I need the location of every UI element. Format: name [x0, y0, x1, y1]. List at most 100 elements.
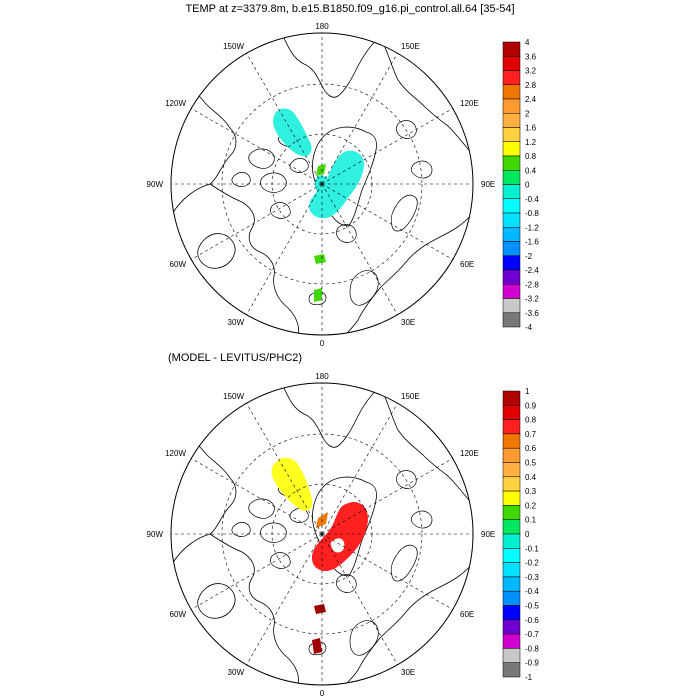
bottom-colorbar-tick-label: -0.3 [525, 573, 539, 582]
bottom-colorbar-swatch [502, 619, 521, 635]
bottom-label-120e: 120E [460, 449, 479, 458]
top-colorbar-swatch [502, 212, 521, 228]
top-colorbar-swatch [502, 155, 521, 171]
top-colorbar-swatch [502, 241, 521, 256]
top-colorbar-tick-label: -1.2 [525, 223, 539, 232]
top-label-90w: 90W [147, 180, 164, 189]
bottom-darkred-patch-1 [314, 604, 326, 614]
bottom-colorbar-swatch [502, 648, 521, 663]
bottom-colorbar-tick-label: 0.8 [525, 416, 537, 425]
bottom-colorbar-tick-label: -0.8 [525, 644, 539, 653]
bottom-colorbar-swatch [502, 390, 521, 406]
top-colorbar-swatch [502, 113, 521, 128]
bottom-polar-map: 180 150E 120E 90E 60E 30E 0 30W 60W 90W … [147, 372, 496, 698]
top-colorbar-tick-label: -0.8 [525, 209, 539, 218]
top-field-shading [273, 108, 364, 302]
difference-plot-title: (MODEL - LEVITUS/PHC2) [168, 352, 303, 364]
top-colorbar-tick-label: 3.2 [525, 67, 537, 76]
top-colorbar-tick-label: -4 [525, 323, 533, 332]
bottom-colorbar-swatch [502, 490, 521, 506]
bottom-colorbar-tick-label: -0.4 [525, 587, 539, 596]
top-colorbar-swatch [502, 98, 521, 114]
top-green-patch-3 [314, 288, 322, 302]
top-colorbar-tick-label: -2.4 [525, 266, 539, 275]
bottom-label-180: 180 [315, 372, 329, 381]
top-colorbar-tick-label: 4 [525, 38, 530, 47]
bottom-colorbar-tick-label: -0.7 [525, 630, 539, 639]
top-colorbar-tick-label: -2.8 [525, 280, 539, 289]
bottom-colorbar-tick-label: 0 [525, 530, 530, 539]
bottom-map-border [170, 382, 474, 686]
top-label-120e: 120E [460, 99, 479, 108]
bottom-red-patch-hole [330, 538, 345, 553]
top-colorbar-swatch [502, 298, 521, 313]
top-colorbar-tick-label: 1.6 [525, 124, 537, 133]
bottom-colorbar-tick-label: 0.3 [525, 487, 537, 496]
top-colorbar-tick-label: -0.4 [525, 195, 539, 204]
top-green-patch-2 [314, 254, 326, 264]
top-map-contents [171, 33, 473, 335]
top-colorbar-tick-label: 1.2 [525, 138, 537, 147]
bottom-field-shading [271, 457, 368, 654]
bottom-colorbar-tick-label: 0.9 [525, 401, 537, 410]
top-colorbar: 4 3.6 3.2 2.8 2.4 2 1.6 1.2 0.8 0.4 0 -0.4 -0.8 -1.2 -… [502, 38, 539, 332]
bottom-colorbar-tick-label: 1 [525, 387, 530, 396]
bottom-colorbar-tick-label: 0.5 [525, 459, 537, 468]
bottom-yellow-patch [271, 457, 313, 511]
top-colorbar-tick-label: -3.2 [525, 295, 539, 304]
bottom-colorbar-swatch [502, 519, 521, 535]
bottom-label-150e: 150E [401, 392, 420, 401]
top-colorbar-swatch [502, 41, 521, 57]
top-cyan-patch-west [273, 108, 312, 157]
bottom-label-30e: 30E [401, 668, 415, 677]
bottom-colorbar-tick-label: -0.1 [525, 544, 539, 553]
top-label-150w: 150W [223, 42, 244, 51]
bottom-graticule [171, 383, 473, 685]
top-label-90e: 90E [481, 180, 495, 189]
top-colorbar-swatch [502, 227, 521, 242]
bottom-colorbar-swatch [502, 433, 521, 449]
bottom-colorbar-tick-label: -0.5 [525, 602, 539, 611]
top-label-150e: 150E [401, 42, 420, 51]
bottom-colorbar-tick-label: -1 [525, 673, 533, 682]
top-label-0: 0 [320, 339, 325, 348]
top-colorbar-swatch [502, 269, 521, 285]
top-colorbar-swatch [502, 127, 521, 142]
bottom-colorbar-tick-label: -0.6 [525, 616, 539, 625]
top-colorbar-tick-label: 2.4 [525, 95, 537, 104]
bottom-colorbar-swatch [502, 605, 521, 621]
bottom-map-contents [171, 383, 473, 685]
bottom-colorbar-swatch [502, 662, 521, 678]
top-label-60w: 60W [170, 260, 187, 269]
top-green-patch-1 [316, 164, 326, 176]
top-colorbar-tick-label: -2 [525, 252, 533, 261]
bottom-colorbar-tick-label: -0.9 [525, 659, 539, 668]
top-map-border [170, 32, 474, 336]
bottom-colorbar: 1 0.9 0.8 0.7 0.6 0.5 0.4 0.3 0.2 0.1 0 -0.1 -0.2 -0.… [502, 387, 539, 682]
bottom-colorbar-tick-label: 0.7 [525, 430, 537, 439]
top-colorbar-tick-label: 2 [525, 109, 530, 118]
top-colorbar-tick-label: 0.8 [525, 152, 537, 161]
bottom-label-150w: 150W [223, 392, 244, 401]
top-colorbar-swatch [502, 84, 521, 100]
bottom-colorbar-swatch [502, 590, 521, 606]
bottom-colorbar-swatch [502, 505, 521, 520]
top-colorbar-swatch [502, 184, 521, 199]
bottom-label-0: 0 [320, 689, 325, 698]
top-graticule [171, 33, 473, 335]
bottom-colorbar-tick-label: -0.2 [525, 559, 539, 568]
top-colorbar-swatch [502, 170, 521, 185]
bottom-colorbar-swatch [502, 562, 521, 578]
bottom-label-60e: 60E [460, 610, 474, 619]
top-label-180: 180 [315, 22, 329, 31]
top-label-120w: 120W [165, 99, 186, 108]
bottom-colorbar-swatch [502, 548, 521, 563]
plot-title: TEMP at z=3379.8m, b.e15.B1850.f09_g16.p… [185, 3, 515, 15]
top-colorbar-tick-label: -3.6 [525, 309, 539, 318]
bottom-label-120w: 120W [165, 449, 186, 458]
bottom-colorbar-swatch [502, 633, 521, 649]
bottom-colorbar-swatch [502, 419, 521, 435]
top-colorbar-swatch [502, 312, 521, 328]
bottom-label-60w: 60W [170, 610, 187, 619]
